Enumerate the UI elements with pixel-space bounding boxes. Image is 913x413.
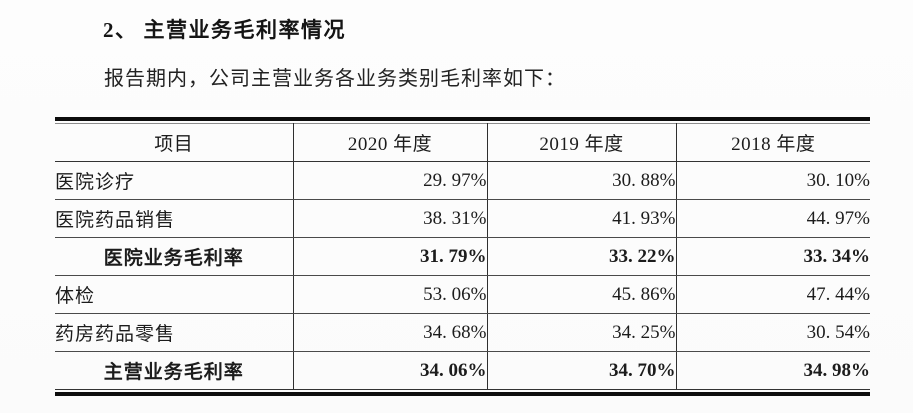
value-2020: 29. 97%	[292, 161, 487, 200]
value-2018: 34. 98%	[675, 351, 870, 390]
column-header-item: 项目	[55, 123, 293, 162]
value-2020: 34. 06%	[292, 351, 487, 390]
row-label: 医院药品销售	[55, 199, 293, 238]
table-row: 体检 53. 06% 45. 86% 47. 44%	[55, 275, 870, 314]
row-label: 医院业务毛利率	[55, 237, 293, 276]
table-row: 药房药品零售 34. 68% 34. 25% 30. 54%	[55, 313, 870, 352]
value-2020: 34. 68%	[292, 313, 487, 352]
value-2018: 47. 44%	[675, 275, 870, 314]
column-header-2019: 2019 年度	[486, 123, 676, 162]
value-2019: 34. 25%	[486, 313, 676, 352]
row-label: 主营业务毛利率	[55, 351, 293, 390]
row-label: 药房药品零售	[55, 313, 293, 352]
value-2019: 41. 93%	[486, 199, 676, 238]
column-header-2020: 2020 年度	[292, 123, 487, 162]
section-number: 2、	[103, 18, 138, 42]
row-label: 医院诊疗	[55, 161, 293, 200]
value-2018: 30. 10%	[675, 161, 870, 200]
table-row-subtotal: 医院业务毛利率 31. 79% 33. 22% 33. 34%	[55, 237, 870, 276]
value-2018: 33. 34%	[675, 237, 870, 276]
value-2019: 34. 70%	[486, 351, 676, 390]
value-2019: 45. 86%	[486, 275, 676, 314]
table-bottom-rule	[55, 392, 870, 396]
column-header-2018: 2018 年度	[675, 123, 870, 162]
row-label: 体检	[55, 275, 293, 314]
table-row: 医院诊疗 29. 97% 30. 88% 30. 10%	[55, 161, 870, 200]
gross-margin-table: 项目 2020 年度 2019 年度 2018 年度 医院诊疗 29. 97% …	[55, 117, 870, 396]
value-2018: 44. 97%	[675, 199, 870, 238]
gross-margin-table-grid: 项目 2020 年度 2019 年度 2018 年度 医院诊疗 29. 97% …	[55, 123, 870, 390]
value-2019: 30. 88%	[486, 161, 676, 200]
table-top-rule	[55, 117, 870, 121]
value-2018: 30. 54%	[675, 313, 870, 352]
value-2019: 33. 22%	[486, 237, 676, 276]
intro-text: 报告期内，公司主营业务各业务类别毛利率如下：	[104, 68, 566, 90]
value-2020: 31. 79%	[292, 237, 487, 276]
section-heading: 2、 主营业务毛利率情况	[103, 14, 346, 44]
section-title: 主营业务毛利率情况	[143, 18, 346, 42]
value-2020: 38. 31%	[292, 199, 487, 238]
value-2020: 53. 06%	[292, 275, 487, 314]
table-row: 医院药品销售 38. 31% 41. 93% 44. 97%	[55, 199, 870, 238]
table-row-total: 主营业务毛利率 34. 06% 34. 70% 34. 98%	[55, 351, 870, 390]
header-row: 项目 2020 年度 2019 年度 2018 年度	[55, 123, 870, 162]
